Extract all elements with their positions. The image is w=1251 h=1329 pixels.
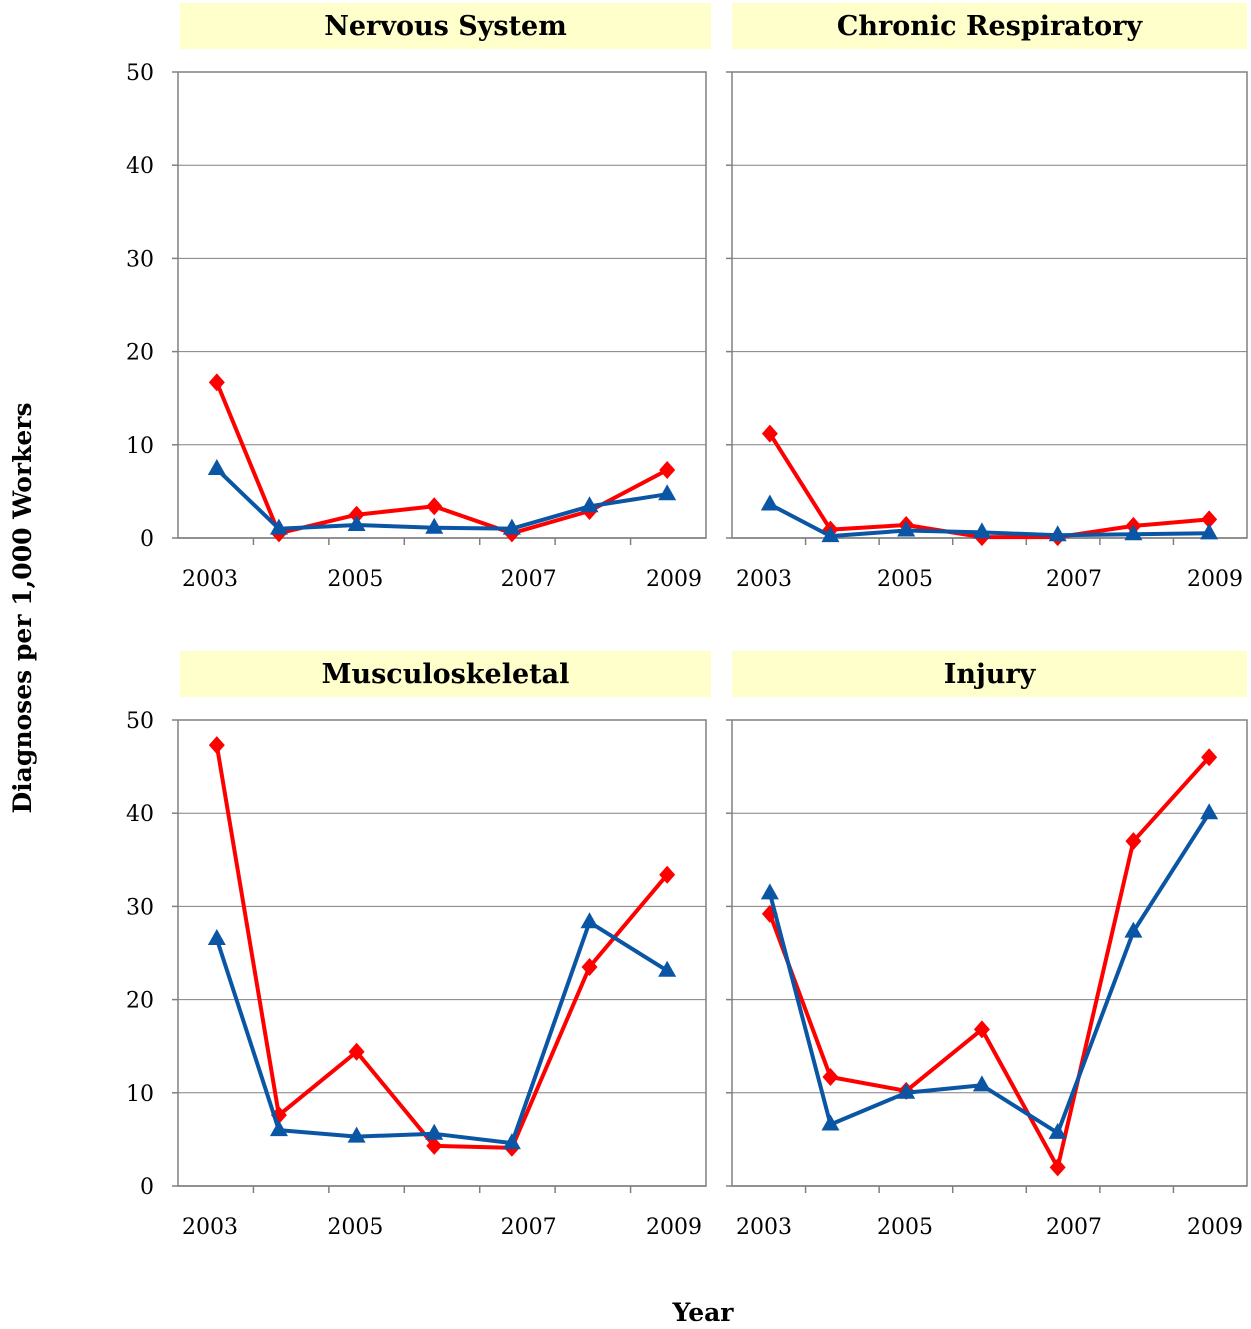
y-tick-label: 10 (126, 1082, 154, 1107)
y-tick-label: 20 (126, 989, 154, 1014)
series-line (214, 744, 669, 1150)
y-tick-label: 40 (126, 802, 154, 827)
data-point-diamond (1201, 748, 1218, 767)
data-point-diamond (208, 736, 225, 755)
y-tick-label: 20 (126, 341, 154, 366)
figure-y-axis-label: Diagnoses per 1,000 Workers (8, 402, 37, 813)
x-tick-label: 2005 (327, 1215, 383, 1240)
chart-panel: Injury 2003 2005 2007 2009 (726, 651, 1248, 1240)
y-tick-label: 40 (126, 154, 154, 179)
series-line (768, 755, 1211, 1170)
x-tick-label: 2003 (736, 1215, 792, 1240)
y-tick-label: 0 (140, 1175, 154, 1200)
plot-frame (177, 719, 707, 1187)
y-tick-label: 30 (126, 895, 154, 920)
data-point-triangle (269, 1120, 288, 1137)
data-point-triangle (658, 960, 677, 977)
data-point-triangle (760, 494, 779, 511)
data-point-triangle (580, 496, 599, 513)
x-tick-label: 2003 (182, 567, 238, 592)
data-point-triangle (1124, 524, 1143, 541)
data-point-triangle (972, 522, 991, 539)
data-point-triangle (425, 517, 444, 534)
panel-title: Injury (944, 659, 1037, 690)
chart-panel: Chronic Respiratory 2003 2005 2007 2009 (726, 3, 1248, 592)
data-point-diamond (348, 505, 365, 524)
x-tick-label: 2007 (1046, 1215, 1102, 1240)
x-tick-label: 2003 (736, 567, 792, 592)
series-line (767, 812, 1211, 1135)
data-point-diamond (973, 1020, 990, 1039)
data-point-triangle (658, 484, 677, 501)
data-point-triangle (347, 514, 366, 531)
x-tick-label: 2007 (1046, 567, 1102, 592)
x-tick-label: 2003 (182, 1215, 238, 1240)
x-tick-label: 2009 (646, 1215, 702, 1240)
x-tick-label: 2005 (327, 567, 383, 592)
data-point-diamond (348, 1042, 365, 1061)
figure-x-axis-label: Year (672, 1298, 735, 1327)
data-point-diamond (426, 1136, 443, 1155)
data-point-triangle (1048, 525, 1067, 542)
data-point-triangle (580, 912, 599, 929)
x-tick-label: 2009 (1187, 1215, 1243, 1240)
x-tick-label: 2007 (501, 1215, 557, 1240)
data-point-triangle (207, 459, 226, 476)
data-point-diamond (208, 373, 225, 392)
data-point-triangle (972, 1075, 991, 1092)
x-tick-label: 2009 (1187, 567, 1243, 592)
data-point-diamond (659, 460, 676, 479)
data-point-triangle (425, 1123, 444, 1140)
data-point-diamond (581, 957, 598, 976)
data-point-diamond (659, 865, 676, 884)
data-point-diamond (1125, 832, 1142, 851)
panel-title: Nervous System (324, 11, 567, 42)
x-tick-label: 2005 (877, 567, 933, 592)
data-point-diamond (426, 497, 443, 516)
series-line (215, 467, 668, 531)
plot-frame (731, 719, 1248, 1187)
y-tick-label: 50 (126, 61, 154, 86)
data-point-diamond (1049, 1158, 1066, 1177)
data-point-triangle (1200, 523, 1219, 540)
panel-title: Chronic Respiratory (837, 11, 1143, 42)
panel-title-band (180, 651, 711, 697)
data-point-triangle (897, 520, 916, 537)
x-tick-label: 2005 (877, 1215, 933, 1240)
data-point-triangle (1200, 803, 1219, 820)
data-point-diamond (761, 424, 778, 443)
panel-title-band (732, 3, 1247, 49)
data-point-triangle (821, 1114, 840, 1131)
panel-title-band (180, 3, 711, 49)
data-point-triangle (897, 1082, 916, 1099)
series-line (214, 381, 669, 536)
data-point-triangle (502, 1133, 521, 1150)
data-point-triangle (1048, 1122, 1067, 1139)
data-point-diamond (822, 1067, 839, 1086)
y-tick-label: 10 (126, 434, 154, 459)
data-point-triangle (347, 1126, 366, 1143)
data-point-triangle (760, 883, 779, 900)
y-tick-label: 50 (126, 709, 154, 734)
plot-frame (731, 71, 1248, 539)
panel-title-band (732, 651, 1247, 697)
data-point-triangle (1124, 921, 1143, 938)
y-tick-label: 0 (140, 527, 154, 552)
data-point-triangle (269, 518, 288, 535)
panel-title: Musculoskeletal (322, 659, 570, 690)
plot-frame (177, 71, 707, 539)
data-point-diamond (1201, 510, 1218, 529)
series-line (768, 432, 1210, 540)
x-tick-label: 2009 (646, 567, 702, 592)
chart-panel: Nervous System 0 10 20 30 40 50 2003 2005 2007 200… (126, 3, 711, 592)
data-point-triangle (821, 526, 840, 543)
data-point-triangle (207, 929, 226, 946)
data-point-triangle (502, 518, 521, 535)
chart-panel: Musculoskeletal 0 10 20 30 40 50 2003 2005 2007 20… (126, 651, 711, 1240)
x-tick-label: 2007 (501, 567, 557, 592)
y-tick-label: 30 (126, 247, 154, 272)
